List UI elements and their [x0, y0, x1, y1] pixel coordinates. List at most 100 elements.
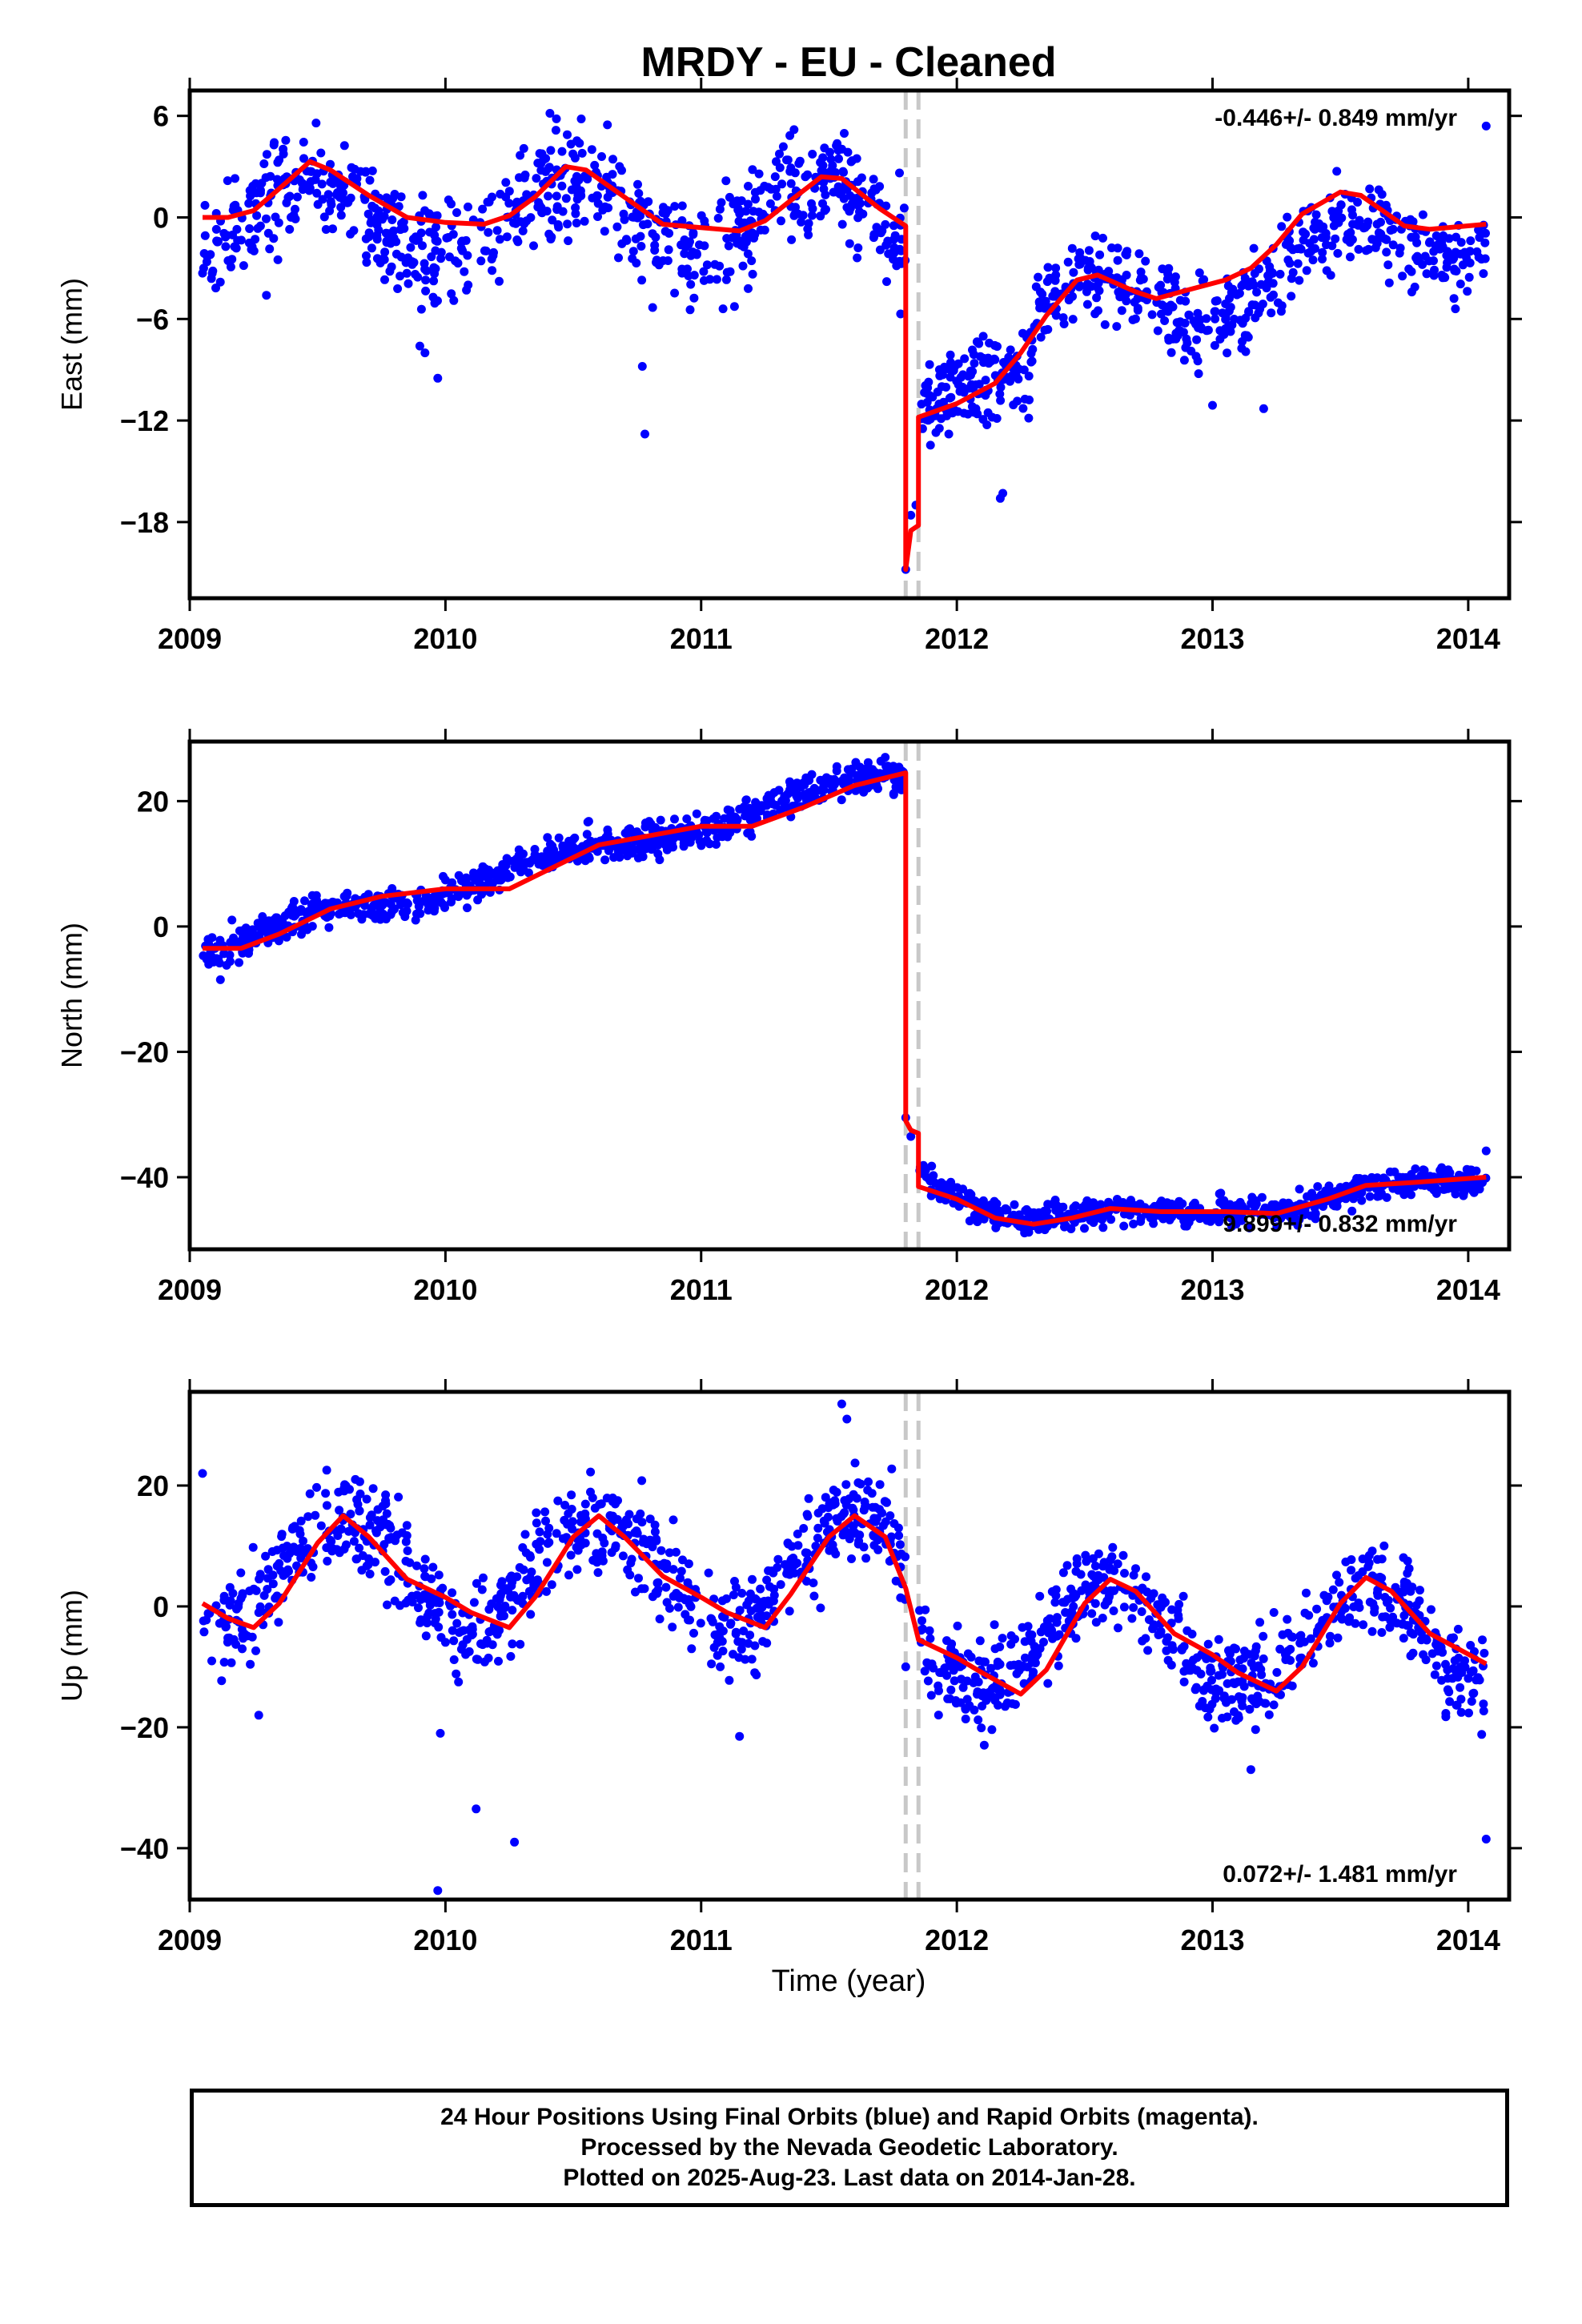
data-point [1036, 287, 1045, 297]
data-point [996, 396, 1006, 405]
data-point [1279, 1201, 1288, 1211]
data-point [1407, 1582, 1417, 1592]
data-point [1469, 1688, 1479, 1698]
data-point [1098, 1614, 1107, 1622]
data-point [1051, 270, 1061, 279]
data-point [1129, 1570, 1138, 1580]
data-point [670, 202, 680, 211]
data-point [615, 162, 624, 171]
data-point [1422, 269, 1431, 279]
data-point [636, 242, 646, 251]
data-point [245, 224, 255, 233]
data-point [414, 1603, 423, 1613]
data-point [840, 129, 849, 138]
data-point [572, 183, 581, 192]
data-point [363, 1560, 373, 1570]
data-point [199, 951, 208, 960]
rate-annotation: 9.899+/- 0.832 mm/yr [1223, 1211, 1457, 1237]
data-point [1119, 1221, 1129, 1231]
data-point [1179, 1667, 1189, 1676]
data-point [685, 1615, 694, 1625]
data-point [1245, 1704, 1255, 1714]
data-point [1127, 1614, 1137, 1623]
data-point [506, 1651, 516, 1661]
data-point [1030, 1659, 1040, 1667]
data-point [246, 1659, 255, 1669]
data-point [977, 1212, 986, 1222]
data-point [1365, 1192, 1375, 1201]
data-point [1138, 1636, 1147, 1646]
x-tick-label: 2012 [925, 622, 989, 655]
data-point [390, 190, 400, 199]
data-point [1034, 272, 1043, 282]
data-point [893, 778, 903, 786]
data-point [1382, 1192, 1391, 1202]
data-point [935, 371, 945, 380]
data-point [970, 359, 979, 368]
data-point [532, 1508, 541, 1518]
data-point [1006, 1661, 1015, 1671]
data-point [1195, 1701, 1204, 1711]
data-point [505, 872, 515, 882]
data-point [262, 214, 271, 223]
data-point [789, 787, 798, 797]
data-point [677, 201, 687, 211]
data-point [653, 841, 663, 850]
data-point [925, 391, 934, 400]
data-point [906, 510, 916, 520]
data-point [1388, 224, 1398, 234]
data-point [689, 228, 698, 238]
data-point [365, 1513, 375, 1522]
data-point [1141, 256, 1150, 266]
data-point [685, 237, 694, 247]
data-point [765, 199, 775, 208]
data-point [372, 211, 382, 221]
data-point [199, 263, 208, 273]
data-point [1045, 1614, 1054, 1623]
data-point [600, 855, 610, 865]
data-point [832, 766, 841, 776]
y-tick-label: 6 [153, 100, 169, 133]
data-point [291, 214, 300, 223]
data-point [519, 143, 528, 153]
data-point [1263, 278, 1273, 287]
data-point [272, 1591, 282, 1601]
data-point [1332, 1570, 1341, 1580]
data-point [355, 1477, 364, 1486]
data-point [464, 280, 473, 290]
data-point [837, 795, 846, 805]
data-point [859, 1542, 869, 1552]
data-point [520, 171, 530, 179]
data-point [493, 1602, 503, 1611]
data-point [1479, 1699, 1488, 1709]
data-point [596, 1499, 606, 1509]
data-point [861, 1502, 871, 1511]
data-point [495, 276, 504, 286]
data-point [566, 1550, 576, 1560]
data-point [1174, 1599, 1184, 1609]
data-point [472, 1804, 481, 1814]
data-point [1398, 271, 1407, 281]
data-point [420, 264, 430, 274]
data-point [558, 207, 568, 216]
data-point [1203, 1712, 1213, 1722]
data-point [238, 1644, 247, 1654]
data-point [1191, 1685, 1200, 1695]
data-point [1227, 1695, 1236, 1704]
data-point [1024, 413, 1034, 423]
data-point [211, 224, 221, 234]
data-point [551, 126, 560, 135]
data-point [1322, 1596, 1331, 1606]
data-point [564, 236, 573, 246]
data-point [381, 1499, 391, 1509]
x-tick-label: 2012 [925, 1924, 989, 1956]
data-point [1331, 234, 1340, 243]
data-point [981, 1657, 990, 1667]
data-point [1437, 1675, 1447, 1685]
data-point [587, 145, 596, 155]
data-point [816, 211, 825, 221]
data-point [786, 163, 796, 173]
data-point [287, 903, 296, 913]
data-point [1469, 1188, 1479, 1197]
data-point [883, 762, 893, 771]
